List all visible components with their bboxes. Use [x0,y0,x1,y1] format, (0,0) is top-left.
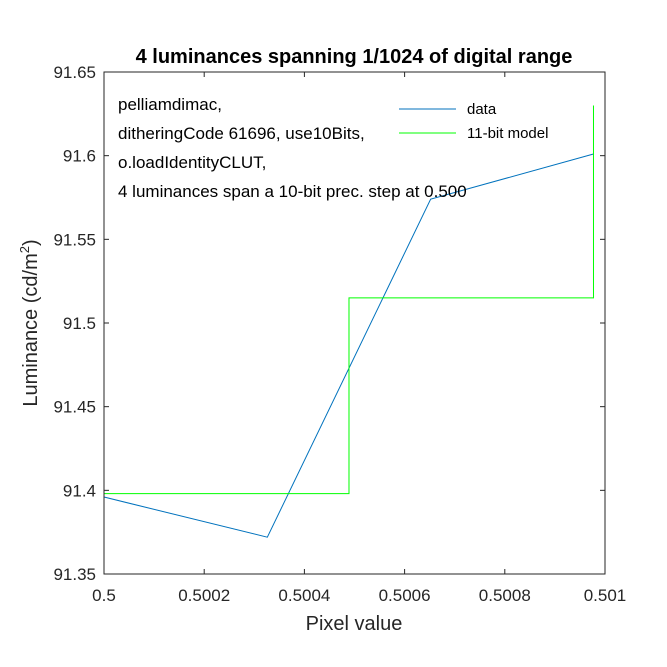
annotation-line-1: pelliamdimac, [118,95,222,114]
chart-title: 4 luminances spanning 1/1024 of digital … [136,46,573,68]
y-axis-label: Luminance (cd/m2) [17,239,42,406]
y-tick-label: 91.55 [53,230,96,249]
annotation-line-2: ditheringCode 61696, use10Bits, [118,124,365,143]
y-axis-label-superscript: 2 [17,246,32,253]
plot-area [104,72,605,574]
x-tick-label: 0.5004 [278,586,330,605]
series-line-11-bit-model [104,105,594,495]
legend-label-11-bit-model: 11-bit model [467,125,548,142]
annotation-text: pelliamdimac, ditheringCode 61696, use10… [118,95,467,201]
x-tick-label: 0.5002 [178,586,230,605]
x-tick-label: 0.5006 [379,586,431,605]
x-axis-label: Pixel value [306,613,403,635]
y-tick-label: 91.4 [63,481,96,500]
y-tick-label: 91.35 [53,565,96,584]
x-tick-label: 0.5008 [479,586,531,605]
x-tick-label: 0.5 [92,586,116,605]
series-layer [103,105,594,538]
legend: data 11-bit model [399,101,548,142]
axes-background [104,72,605,574]
y-tick-label: 91.5 [63,314,96,333]
annotation-line-3: o.loadIdentityCLUT, [118,153,266,172]
legend-label-data: data [467,101,497,118]
y-tick-label: 91.6 [63,147,96,166]
x-tick-label: 0.501 [584,586,627,605]
annotation-line-4: 4 luminances span a 10-bit prec. step at… [118,182,467,201]
y-axis-label-main: Luminance (cd/m [20,253,42,406]
y-tick-label: 91.65 [53,63,96,82]
y-axis-label-close: ) [20,239,42,246]
y-tick-label: 91.45 [53,398,96,417]
ticks-layer: 0.5 0.5002 0.5004 0.5006 0.5008 0.501 91.35 91.… [53,63,626,605]
